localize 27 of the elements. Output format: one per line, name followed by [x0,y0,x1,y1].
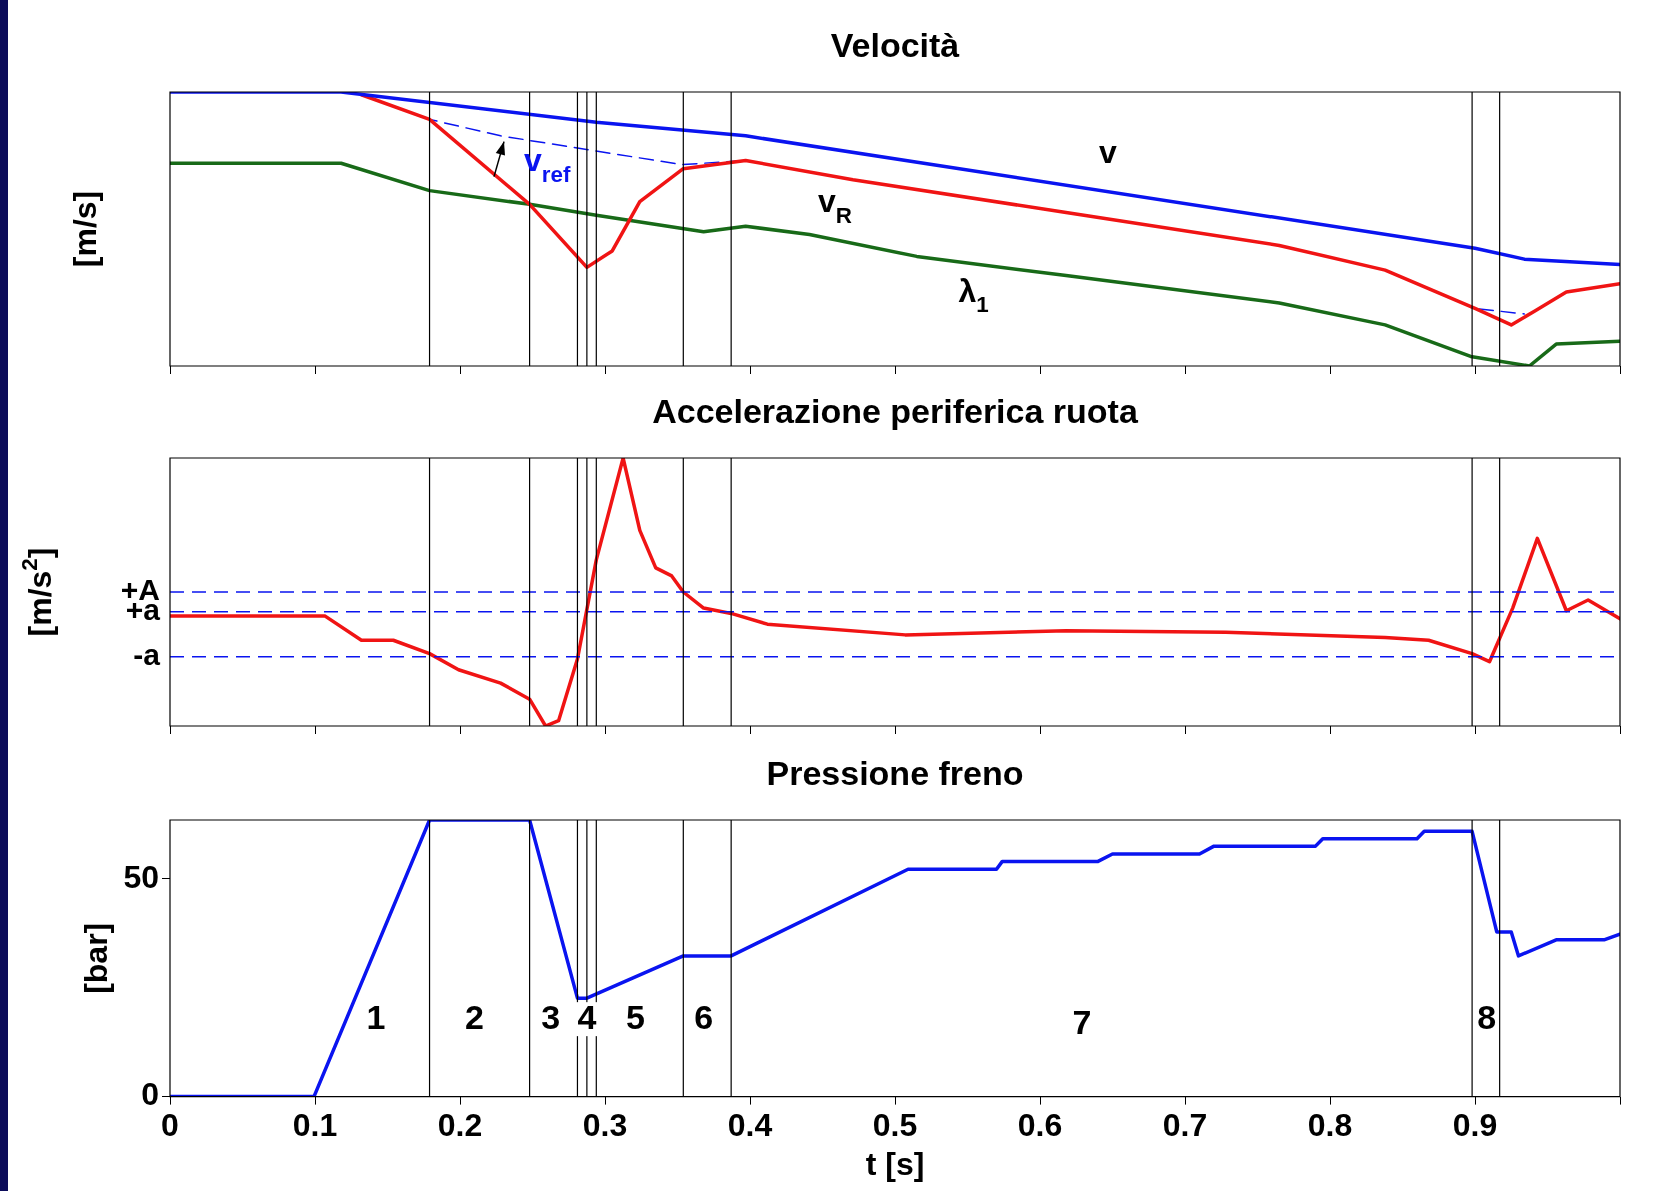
y-axis-title: [m/s] [66,190,103,268]
annotation: 2 [465,997,484,1036]
annotation: 5 [626,997,645,1036]
y-axis-title: [bar] [77,922,114,994]
x-tick-label: 0.5 [872,1106,918,1143]
x-tick-label: 0.7 [1162,1106,1208,1143]
annotation: 6 [694,997,714,1036]
x-tick-label: 0.6 [1017,1106,1063,1143]
annotation: 3 [541,997,561,1036]
x-tick-label: 0.2 [437,1106,483,1143]
annotation: 1 [366,997,386,1036]
ref-line-label: -a [133,638,161,672]
y-tick-label: 50 [123,858,159,895]
annotation: 8 [1477,997,1497,1036]
chart-title: Accelerazione periferica ruota [652,392,1139,431]
x-tick-label: 0.8 [1307,1106,1353,1143]
series-label: v [1099,134,1117,171]
x-axis-title: t [s] [865,1146,925,1183]
x-tick-label: 0.1 [292,1106,338,1143]
annotation: 4 [577,997,597,1036]
y-axis-title: [m/s2] [16,547,58,637]
x-tick-label: 0.9 [1452,1106,1498,1143]
x-tick-label: 0.3 [582,1106,628,1143]
chart-title: Pressione freno [766,754,1024,793]
annotation: 7 [1072,1003,1092,1042]
x-tick-label: 0.4 [727,1106,773,1143]
chart-title: Velocità [830,26,960,65]
